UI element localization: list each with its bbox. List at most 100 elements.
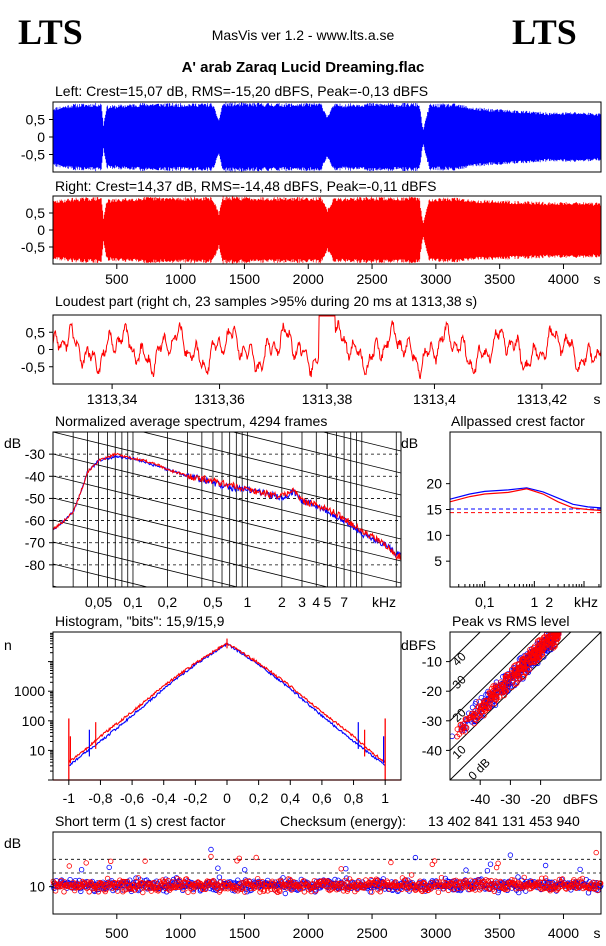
- scatter-point: [91, 883, 97, 889]
- scatter-point: [336, 880, 342, 887]
- scatter-point: [400, 883, 406, 889]
- scatter-point: [371, 880, 377, 887]
- x-unit-label: s: [594, 391, 601, 407]
- ytick-label: -20: [422, 683, 442, 699]
- diagonal-label: 10: [449, 742, 469, 762]
- scatter-point: [508, 684, 515, 691]
- scatter-point: [593, 849, 599, 856]
- ytick-label: 0,5: [26, 205, 46, 221]
- scatter-point: [140, 889, 146, 896]
- xtick-label: 0,2: [158, 594, 178, 610]
- spectrum-ylabel: dB: [4, 435, 21, 451]
- xtick-label: 0,8: [344, 790, 364, 806]
- scatter-point: [532, 649, 538, 656]
- histogram-frame: [52, 631, 402, 781]
- xtick-label: 500: [105, 271, 129, 287]
- ytick-label: -30: [25, 446, 45, 462]
- scatter-point: [500, 689, 506, 696]
- scatter-point: [353, 881, 360, 888]
- scatter-point: [259, 878, 265, 885]
- scatter-point: [554, 632, 560, 636]
- scatter-point: [169, 879, 176, 885]
- scatter-point: [470, 881, 476, 887]
- scatter-point: [104, 875, 111, 882]
- scatter-point: [516, 674, 522, 681]
- ytick-label: -0,5: [21, 239, 45, 255]
- scatter-point: [165, 877, 171, 884]
- scatter-point: [477, 887, 483, 893]
- slope-line: [53, 652, 401, 737]
- scatter-point: [485, 705, 492, 712]
- xtick-label: 1500: [229, 271, 260, 287]
- scatter-point: [478, 709, 485, 715]
- peak-vs-rms-ylabel: dBFS: [401, 637, 436, 653]
- xtick-label: 7: [340, 594, 348, 610]
- app-title: MasVis ver 1.2 - www.lts.a.se: [212, 27, 395, 43]
- scatter-point: [428, 879, 435, 886]
- ytick-label: 0,5: [26, 112, 46, 128]
- scatter-point: [408, 872, 415, 878]
- scatter-point: [539, 645, 546, 651]
- scatter-point: [276, 887, 282, 894]
- scatter-point: [467, 877, 474, 883]
- scatter-point: [152, 884, 158, 891]
- scatter-point: [282, 890, 288, 897]
- scatter-point: [253, 854, 259, 861]
- short-term-crest-frame: [52, 831, 602, 915]
- crest-diagonal: [450, 632, 601, 780]
- xtick-label: 2: [278, 594, 286, 610]
- scatter-point: [502, 674, 509, 680]
- scatter-point: [120, 887, 126, 893]
- scatter-point: [540, 634, 547, 641]
- scatter-point: [133, 875, 139, 881]
- scatter-point: [546, 886, 553, 893]
- histogram-ylabel: n: [4, 637, 12, 653]
- scatter-point: [577, 866, 583, 873]
- xtick-label: 1313,36: [194, 391, 245, 407]
- scatter-point: [555, 632, 562, 636]
- scatter-point: [527, 660, 534, 666]
- left-waveform-title: Left: Crest=15,07 dB, RMS=-15,20 dBFS, P…: [55, 83, 428, 99]
- short-term-crest-title: Short term (1 s) crest factor: [55, 813, 226, 829]
- scatter-point: [542, 862, 549, 869]
- scatter-point: [486, 886, 492, 892]
- scatter-point: [525, 669, 532, 676]
- scatter-point: [463, 867, 469, 873]
- scatter-point: [466, 715, 472, 721]
- slope-line: [53, 432, 401, 518]
- scatter-point: [301, 889, 308, 895]
- scatter-point: [515, 664, 522, 671]
- scatter-point: [514, 673, 521, 680]
- scatter-point: [373, 876, 380, 882]
- scatter-point: [287, 879, 294, 885]
- scatter-point: [434, 879, 440, 885]
- loudest-part-chart: 0,5 0-0,5 1313,34 1313,36 1313,38 1313,4 1313,…: [21, 314, 602, 407]
- scatter-point: [498, 682, 505, 689]
- ytick-label: -60: [25, 513, 45, 529]
- scatter-point: [520, 655, 526, 662]
- scatter-point: [421, 880, 428, 887]
- xtick-label: 1: [530, 594, 538, 610]
- scatter-point: [529, 653, 536, 660]
- xtick-label: -40: [470, 791, 490, 807]
- scatter-point: [526, 666, 533, 673]
- x-unit-label: kHz: [574, 594, 598, 610]
- scatter-point: [161, 879, 167, 885]
- scatter-point: [488, 694, 495, 701]
- scatter-point: [495, 860, 501, 866]
- scatter-point: [519, 661, 525, 667]
- scatter-point: [594, 880, 600, 886]
- scatter-point: [227, 879, 233, 885]
- scatter-point: [364, 881, 370, 887]
- loudest-part-trace: [52, 315, 602, 380]
- slope-line: [141, 432, 401, 496]
- x-unit-label: kHz: [372, 594, 396, 610]
- scatter-point: [507, 852, 514, 858]
- scatter-point: [552, 879, 558, 885]
- scatter-point: [94, 886, 101, 892]
- ytick-label: 0: [37, 222, 45, 238]
- scatter-point: [360, 884, 367, 891]
- histogram-series: [68, 642, 386, 764]
- scatter-point: [434, 882, 441, 888]
